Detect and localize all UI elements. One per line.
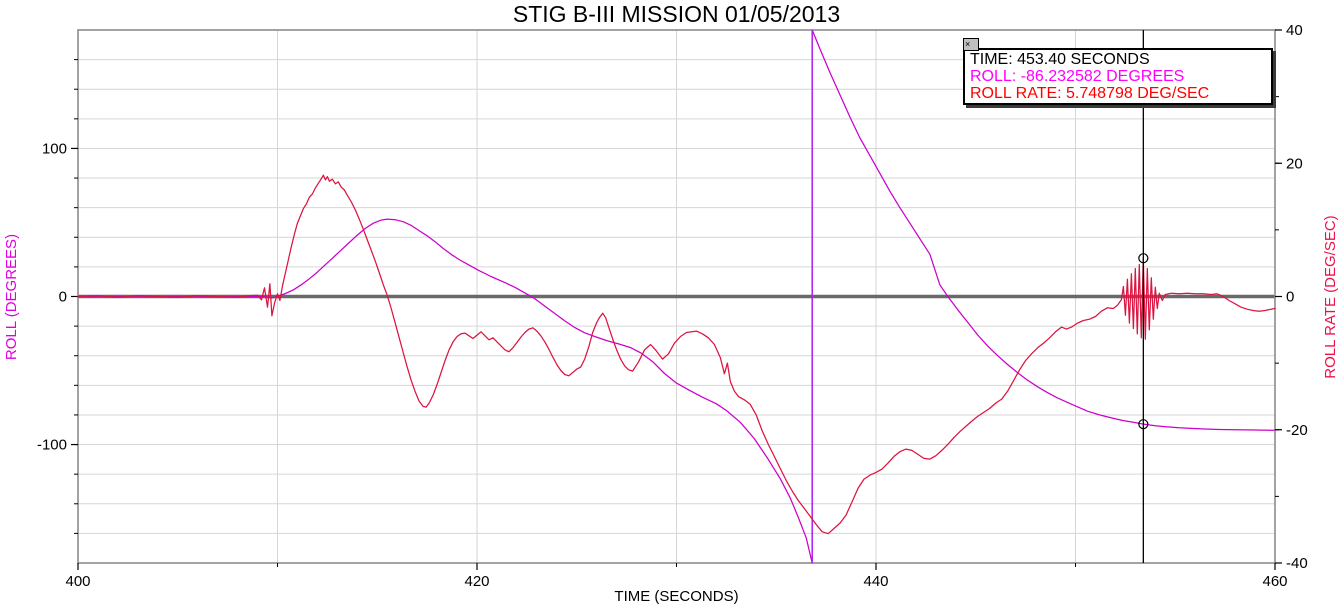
right-tick-label: 0 — [1286, 289, 1294, 306]
left-axis-title: ROLL (DEGREES) — [3, 233, 20, 361]
left-tick-label: 0 — [59, 289, 67, 306]
x-tick-label: 440 — [863, 573, 888, 590]
right-tick-label: 20 — [1286, 155, 1303, 172]
tooltip-roll-line: ROLL: -86.232582 DEGREES — [970, 68, 1185, 85]
cursor-marker-roll-rate[interactable] — [1138, 253, 1149, 264]
tooltip-time-line: TIME: 453.40 SECONDS — [970, 51, 1150, 68]
right-tick-label: -20 — [1286, 422, 1308, 439]
tooltip-close-button[interactable]: × — [963, 38, 979, 51]
cursor-tooltip[interactable]: × TIME: 453.40 SECONDS ROLL: -86.232582 … — [963, 38, 1273, 105]
chart-title: STIG B-III MISSION 01/05/2013 — [512, 1, 841, 27]
right-tick-label: 40 — [1286, 22, 1303, 39]
tooltip-roll-rate-line: ROLL RATE: 5.748798 DEG/SEC — [970, 85, 1210, 102]
roll-curve — [77, 29, 1276, 564]
left-tick-label: -100 — [37, 437, 67, 454]
x-tick-label: 420 — [464, 573, 489, 590]
x-axis-title: TIME (SECONDS) — [614, 588, 739, 605]
x-tick-label: 460 — [1262, 573, 1287, 590]
roll-rate-curve — [77, 174, 1276, 535]
right-axis-title: ROLL RATE (DEG/SEC) — [1322, 215, 1339, 379]
x-tick-label: 400 — [65, 573, 90, 590]
right-tick-label: -40 — [1286, 555, 1308, 572]
cursor-marker-roll[interactable] — [1138, 419, 1149, 430]
left-tick-label: 100 — [42, 140, 67, 157]
